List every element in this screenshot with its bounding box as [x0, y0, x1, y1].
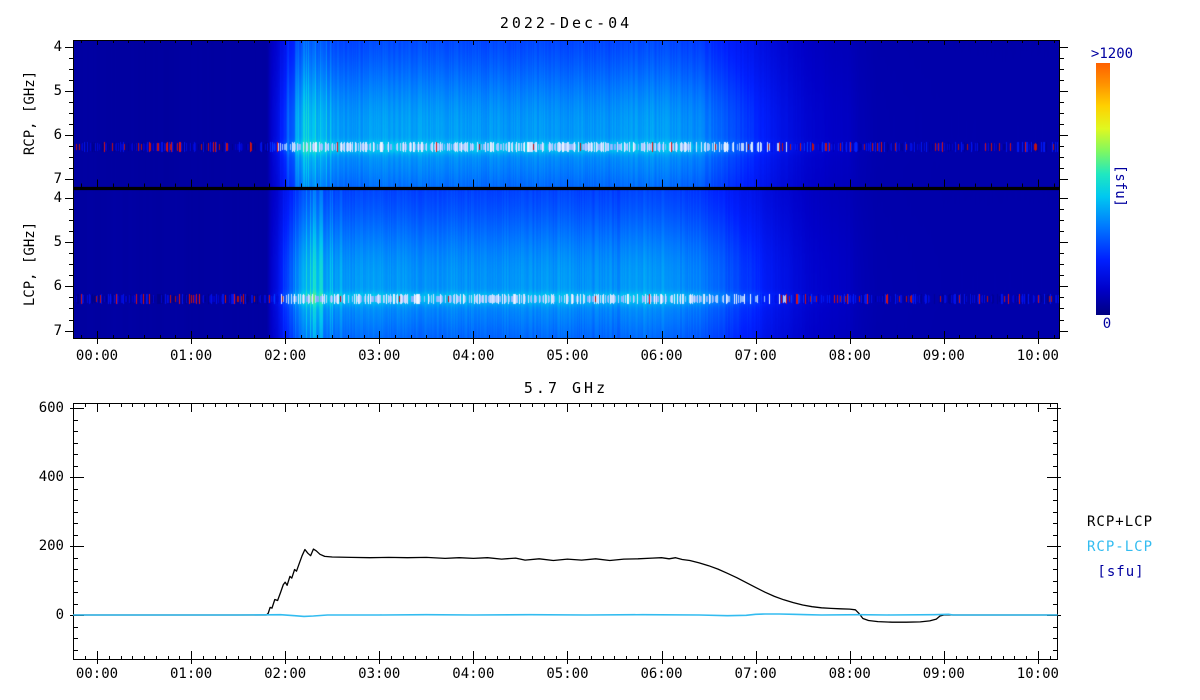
top-chart-title: 2022-Dec-04	[499, 14, 633, 32]
top-x-tick-label: 01:00	[170, 348, 213, 364]
dynamic-spectrum-heatmap	[73, 40, 1060, 339]
flux-y-tick-label: 600	[38, 400, 64, 416]
lcp-freq-tick-label: 6	[53, 278, 62, 295]
top-x-tick-label: 03:00	[358, 348, 401, 364]
top-x-tick-label: 05:00	[546, 348, 589, 364]
top-x-tick-label: 08:00	[828, 348, 871, 364]
bottom-x-tick-label: 02:00	[264, 666, 307, 682]
bottom-x-tick-label: 05:00	[546, 666, 589, 682]
flux-y-tick-label: 200	[38, 538, 64, 554]
rcp-freq-tick-label: 5	[53, 83, 62, 100]
lcp-freq-tick-label: 5	[53, 234, 62, 251]
flux-line-rcp-minus-lcp	[73, 613, 1058, 618]
top-x-tick-label: 10:00	[1016, 348, 1059, 364]
rcp-freq-tick-label: 6	[53, 127, 62, 144]
colorbar-unit-label: [sfu]	[1112, 164, 1128, 208]
flux-y-tick-label: 400	[38, 469, 64, 485]
bottom-x-tick-label: 00:00	[75, 666, 119, 682]
bottom-x-tick-label: 09:00	[922, 666, 965, 682]
lcp-freq-tick-label: 4	[53, 189, 62, 206]
legend-flux-unit: [sfu]	[1097, 564, 1145, 580]
bottom-x-tick-label: 01:00	[170, 666, 213, 682]
bottom-chart-title: 5.7 GHz	[523, 379, 609, 397]
legend-rcp-minus-lcp: RCP-LCP	[1086, 539, 1154, 555]
bottom-x-tick-label: 06:00	[640, 666, 683, 682]
flux-line-rcp-plus-lcp	[73, 548, 1058, 623]
lightcurve-frame	[73, 403, 1058, 660]
top-x-tick-label: 00:00	[75, 348, 119, 364]
rcp-freq-tick-label: 4	[53, 39, 62, 56]
top-x-tick-label: 09:00	[922, 348, 965, 364]
colorbar-max-label: >1200	[1090, 46, 1134, 62]
bottom-x-tick-label: 08:00	[828, 666, 871, 682]
colorbar-gradient	[1096, 63, 1110, 315]
bottom-x-tick-label: 04:00	[452, 666, 495, 682]
top-x-tick-label: 06:00	[640, 348, 683, 364]
rcp-freq-tick-label: 7	[53, 171, 62, 188]
top-x-tick-label: 07:00	[734, 348, 777, 364]
bottom-x-tick-label: 10:00	[1016, 666, 1059, 682]
lcp-freq-tick-label: 7	[53, 322, 62, 339]
legend-rcp-plus-lcp: RCP+LCP	[1086, 514, 1154, 530]
bottom-x-tick-label: 07:00	[734, 666, 777, 682]
flux-y-tick-label: 0	[55, 607, 64, 623]
top-x-tick-label: 04:00	[452, 348, 495, 364]
bottom-x-tick-label: 03:00	[358, 666, 401, 682]
top-x-tick-label: 02:00	[264, 348, 307, 364]
colorbar-min-label: 0	[1102, 316, 1112, 332]
